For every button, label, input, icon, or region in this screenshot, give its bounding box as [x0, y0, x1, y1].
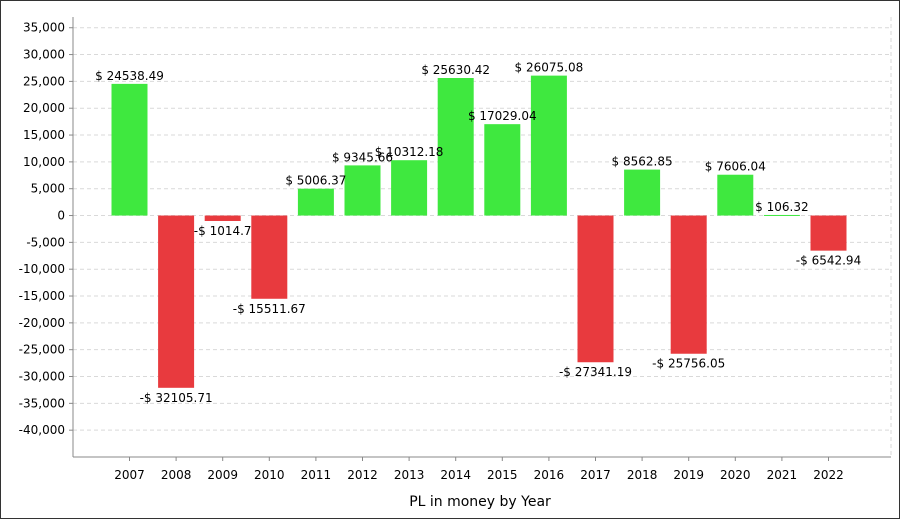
- y-tick-label: -20,000: [19, 316, 65, 330]
- data-label: $ 9345.66: [332, 150, 393, 164]
- x-tick-label: 2013: [394, 468, 425, 482]
- y-tick-label: 20,000: [23, 101, 65, 115]
- x-tick-label: 2022: [813, 468, 844, 482]
- bar-2014: [437, 78, 474, 216]
- data-label: -$ 25756.05: [652, 357, 725, 371]
- x-tick-label: 2020: [720, 468, 751, 482]
- data-label: -$ 6542.94: [796, 254, 861, 268]
- y-tick-label: 0: [57, 209, 65, 223]
- bar-2018: [624, 169, 661, 216]
- x-tick-label: 2014: [440, 468, 471, 482]
- y-tick-label: 30,000: [23, 48, 65, 62]
- data-label: $ 8562.85: [612, 155, 673, 169]
- data-label: $ 25630.42: [421, 63, 490, 77]
- bar-2016: [530, 75, 567, 216]
- data-label: -$ 32105.71: [140, 391, 213, 405]
- data-label: $ 26075.08: [515, 61, 584, 75]
- x-tick-label: 2015: [487, 468, 518, 482]
- bar-2009: [204, 215, 241, 221]
- bar-2012: [344, 165, 381, 216]
- x-tick-label: 2012: [347, 468, 378, 482]
- x-tick-label: 2021: [767, 468, 798, 482]
- y-tick-label: -15,000: [19, 289, 65, 303]
- bar-2022: [810, 215, 847, 251]
- data-label: $ 17029.04: [468, 109, 537, 123]
- y-tick-label: 15,000: [23, 128, 65, 142]
- data-labels: $ 24538.49 -$ 32105.71 -$ 1014.7 -$ 15511.6…: [95, 61, 861, 405]
- y-tick-label: 25,000: [23, 74, 65, 88]
- y-tick-label: -10,000: [19, 262, 65, 276]
- x-tick-label: 2010: [254, 468, 285, 482]
- grid-lines: [73, 17, 892, 457]
- y-tick-label: 35,000: [23, 21, 65, 35]
- bar-2010: [251, 215, 288, 299]
- bar-2011: [297, 188, 334, 216]
- data-label: -$ 15511.67: [233, 302, 306, 316]
- x-tick-label: 2018: [627, 468, 658, 482]
- x-tick-label: 2016: [534, 468, 565, 482]
- data-label: $ 5006.37: [285, 174, 346, 188]
- y-axis-ticks: 35,000 30,000 25,000 20,000 15,000 10,000 5,00…: [19, 21, 73, 437]
- x-tick-label: 2017: [580, 468, 611, 482]
- y-tick-label: -25,000: [19, 343, 65, 357]
- bar-2013: [391, 160, 428, 216]
- bar-2017: [577, 215, 614, 363]
- data-label: -$ 27341.19: [559, 365, 632, 379]
- y-tick-label: -30,000: [19, 370, 65, 384]
- y-tick-label: 5,000: [31, 182, 65, 196]
- bars: [111, 75, 847, 388]
- bar-2020: [717, 174, 754, 216]
- y-tick-label: -35,000: [19, 396, 65, 410]
- x-axis-ticks: 2007 2008 2009 2010 2011 2012 2013 2014 2015 2016…: [114, 457, 844, 482]
- x-tick-label: 2011: [301, 468, 332, 482]
- y-tick-label: 10,000: [23, 155, 65, 169]
- data-label: $ 106.32: [755, 200, 808, 214]
- bar-2008: [158, 215, 195, 388]
- x-axis-title: PL in money by Year: [409, 494, 551, 510]
- x-tick-label: 2019: [673, 468, 704, 482]
- data-label: -$ 1014.7: [194, 224, 252, 238]
- y-tick-label: -5,000: [26, 235, 65, 249]
- axes: [72, 17, 891, 458]
- x-tick-label: 2007: [114, 468, 145, 482]
- x-tick-label: 2008: [161, 468, 192, 482]
- y-tick-label: -40,000: [19, 423, 65, 437]
- bar-2015: [484, 124, 521, 216]
- data-label: $ 24538.49: [95, 69, 164, 83]
- x-tick-label: 2009: [207, 468, 238, 482]
- bar-2019: [670, 215, 707, 354]
- data-label: $ 7606.04: [705, 160, 766, 174]
- bar-2007: [111, 83, 148, 216]
- bar-2021: [763, 214, 800, 216]
- data-label: $ 10312.18: [375, 145, 444, 159]
